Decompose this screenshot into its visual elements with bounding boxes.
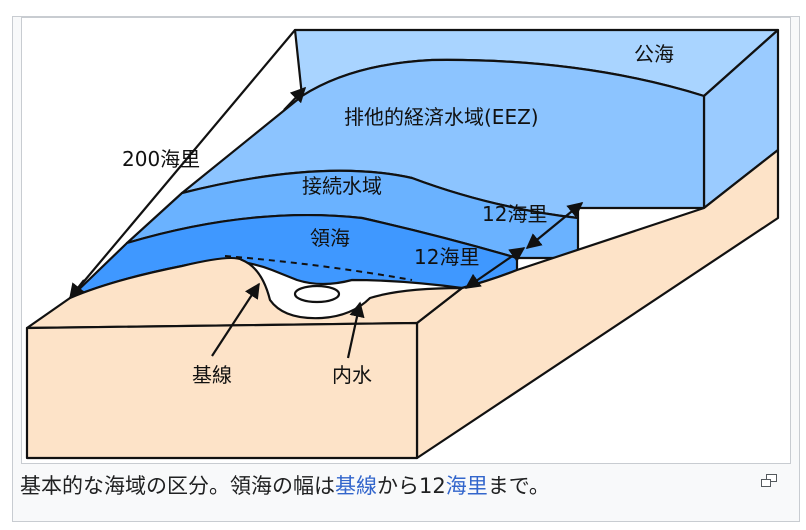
- caption-text-1: 基本的な海域の区分。領海の幅は: [20, 474, 335, 498]
- internal-waters-lake: [293, 284, 341, 304]
- territorial-width-label: 12海里: [414, 245, 479, 269]
- contiguous-zone-label: 接続水域: [302, 174, 382, 198]
- contiguous-width-label: 12海里: [482, 202, 547, 226]
- maritime-zones-diagram: 公海 排他的経済水域(EEZ) 200海里 接続水域 12海里 領海 12海里 …: [25, 28, 780, 460]
- baseline-pointer: [211, 282, 260, 357]
- high-seas-label: 公海: [634, 42, 674, 66]
- figure-thumbnail: 公海 排他的経済水域(EEZ) 200海里 接続水域 12海里 領海 12海里 …: [12, 16, 800, 522]
- figure-caption: 基本的な海域の区分。領海の幅は基線から12海里まで。: [20, 470, 740, 500]
- territorial-sea-label: 領海: [310, 226, 350, 250]
- magnify-icon[interactable]: [761, 474, 777, 488]
- caption-text-3: まで。: [487, 474, 550, 498]
- baseline-label: 基線: [192, 363, 232, 387]
- nautical-mile-link[interactable]: 海里: [445, 474, 488, 498]
- eez-arrow-start: [69, 279, 85, 300]
- eez-arrow-end: [283, 86, 307, 111]
- baseline-dashed: [224, 255, 413, 281]
- eez-width-label: 200海里: [122, 147, 200, 171]
- internal-waters-pointer: [346, 301, 365, 359]
- territorial-width-arrow: [464, 247, 526, 289]
- internal-waters-label: 内水: [332, 363, 372, 387]
- diagram-image[interactable]: 公海 排他的経済水域(EEZ) 200海里 接続水域 12海里 領海 12海里 …: [21, 17, 791, 464]
- land-front-face: [25, 321, 419, 460]
- baseline-link[interactable]: 基線: [335, 474, 377, 498]
- caption-text-2: から12: [377, 474, 446, 498]
- eez-label: 排他的経済水域(EEZ): [344, 105, 539, 129]
- contiguous-width-arrow: [525, 202, 584, 249]
